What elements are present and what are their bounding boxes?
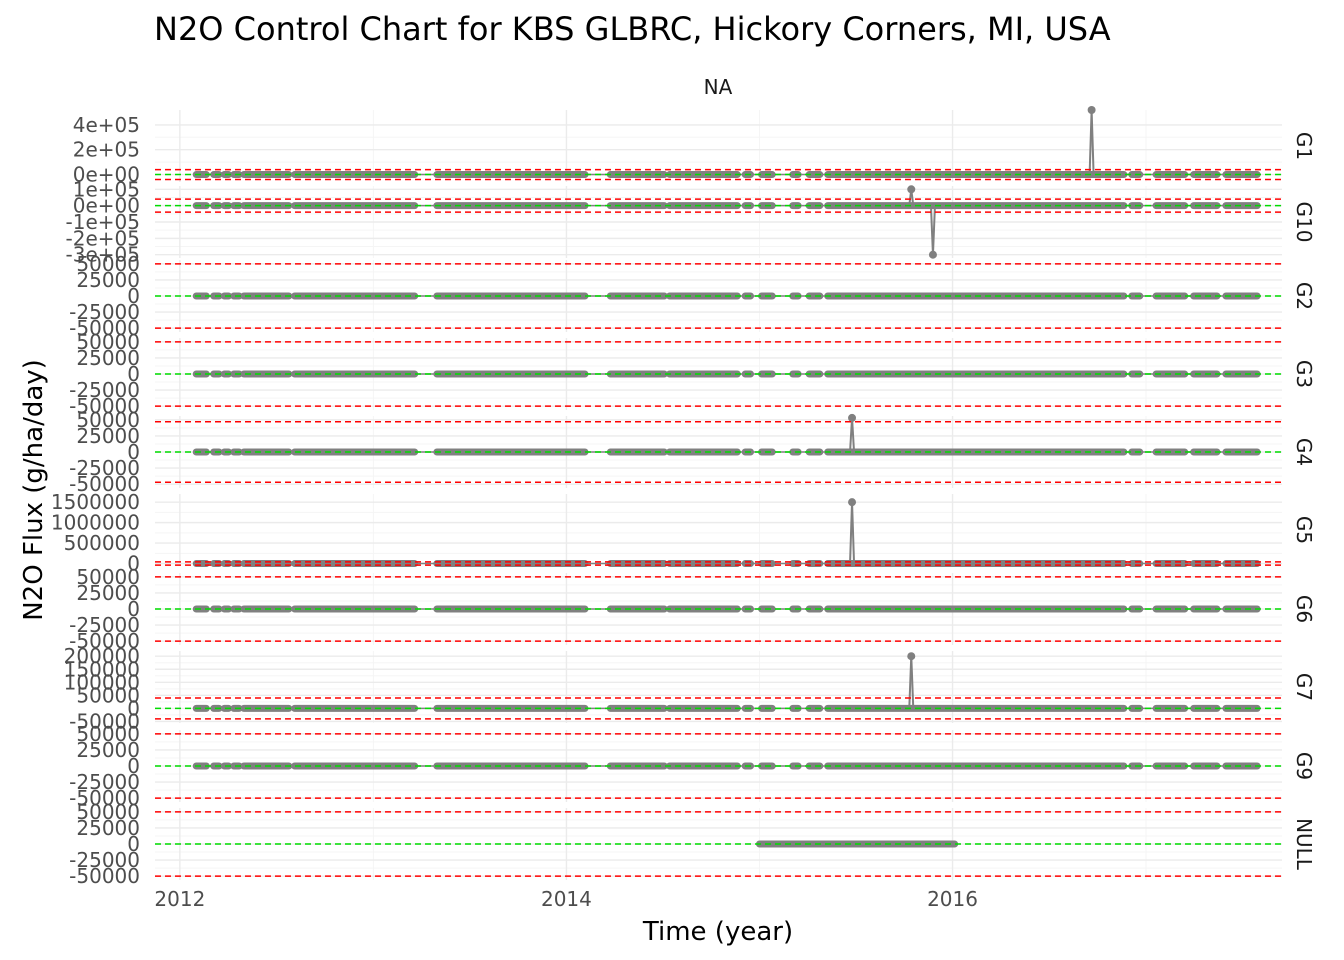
y-tick-label: 1500000 [51,490,140,514]
y-tick-label: -25000 [69,378,140,402]
y-tick-label: -50000 [69,709,140,733]
spike-line [1090,109,1095,175]
y-tick-label: -50000 [69,316,140,340]
y-tick-label: 25000 [76,738,140,762]
y-tick-label: 0 [127,754,140,778]
y-tick-label: -50000 [69,864,140,888]
y-tick-label: 25000 [76,424,140,448]
outlier-point [848,498,857,507]
spike-line [851,502,856,564]
y-tick-label: -25000 [69,300,140,324]
facet-label: G7 [1292,673,1316,701]
y-tick-label: -3e+05 [66,243,140,267]
y-tick-label: 25000 [76,581,140,605]
facet-label: G3 [1292,360,1316,388]
facet-label: G6 [1292,595,1316,623]
y-tick-label: 50000 [76,722,140,746]
facet-label: NULL [1292,818,1316,871]
y-tick-label: 50000 [76,565,140,589]
y-tick-label: 0 [127,696,140,720]
facet-label: G10 [1292,202,1316,243]
facet-label: G1 [1292,132,1316,160]
y-tick-label: -25000 [69,613,140,637]
y-tick-label: 1e+05 [73,177,140,201]
y-tick-label: 50000 [76,683,140,707]
y-tick-label: -1e+05 [66,210,140,234]
y-tick-label: 0 [127,597,140,621]
y-tick-label: 50000 [76,800,140,824]
spike-line [931,205,936,255]
outlier-point [1087,106,1096,114]
chart-title: N2O Control Chart for KBS GLBRC, Hickory… [154,10,1111,48]
x-axis-ticks: 2012 2014 2016 [154,887,978,911]
spike-line [851,417,856,453]
x-tick-label: 2014 [541,887,592,911]
y-tick-label: -50000 [69,394,140,418]
y-tick-label: -50000 [69,472,140,496]
facet-label: G2 [1292,282,1316,310]
y-tick-label: 2e+05 [73,138,140,162]
y-tick-label: -25000 [69,770,140,794]
y-tick-label: 200000 [64,644,140,668]
y-tick-label: 0 [127,284,140,308]
strip-label: NA [704,75,733,99]
y-tick-label: -2e+05 [66,226,140,250]
y-tick-label: -25000 [69,848,140,872]
y-tick-label: 500000 [64,531,140,555]
y-tick-label: 50000 [76,252,140,276]
y-tick-label: -25000 [69,456,140,480]
y-tick-label: -50000 [69,629,140,653]
facet-label: G4 [1292,438,1316,466]
y-axis-title: N2O Flux (g/ha/day) [19,359,49,621]
y-tick-label: 0e+00 [73,194,140,218]
y-tick-label: 50000 [76,330,140,354]
outlier-point [928,250,937,259]
y-tick-label: 0 [127,552,140,576]
y-tick-label: 4e+05 [73,113,140,137]
y-tick-label: 100000 [64,670,140,694]
y-tick-label: 0e+00 [73,163,140,187]
y-tick-label: 1000000 [51,511,140,535]
x-axis-title: Time (year) [642,917,793,947]
y-tick-label: 25000 [76,346,140,370]
x-tick-label: 2016 [927,887,978,911]
y-tick-label: 0 [127,440,140,464]
facet-label: G9 [1292,752,1316,780]
y-tick-label: 25000 [76,268,140,292]
y-tick-label: 25000 [76,816,140,840]
facet-label: G5 [1292,516,1316,544]
y-tick-label: 0 [127,832,140,856]
facet-panels: 4e+052e+050e+00G11e+050e+00-1e+05-2e+05-… [51,106,1316,888]
y-tick-label: 0 [127,362,140,386]
outlier-point [907,185,916,194]
outlier-point [848,413,857,422]
outlier-point [907,652,916,661]
y-tick-label: 50000 [76,408,140,432]
x-tick-label: 2012 [154,887,205,911]
spike-line [910,656,915,709]
y-tick-label: 150000 [64,657,140,681]
y-tick-label: -50000 [69,786,140,810]
